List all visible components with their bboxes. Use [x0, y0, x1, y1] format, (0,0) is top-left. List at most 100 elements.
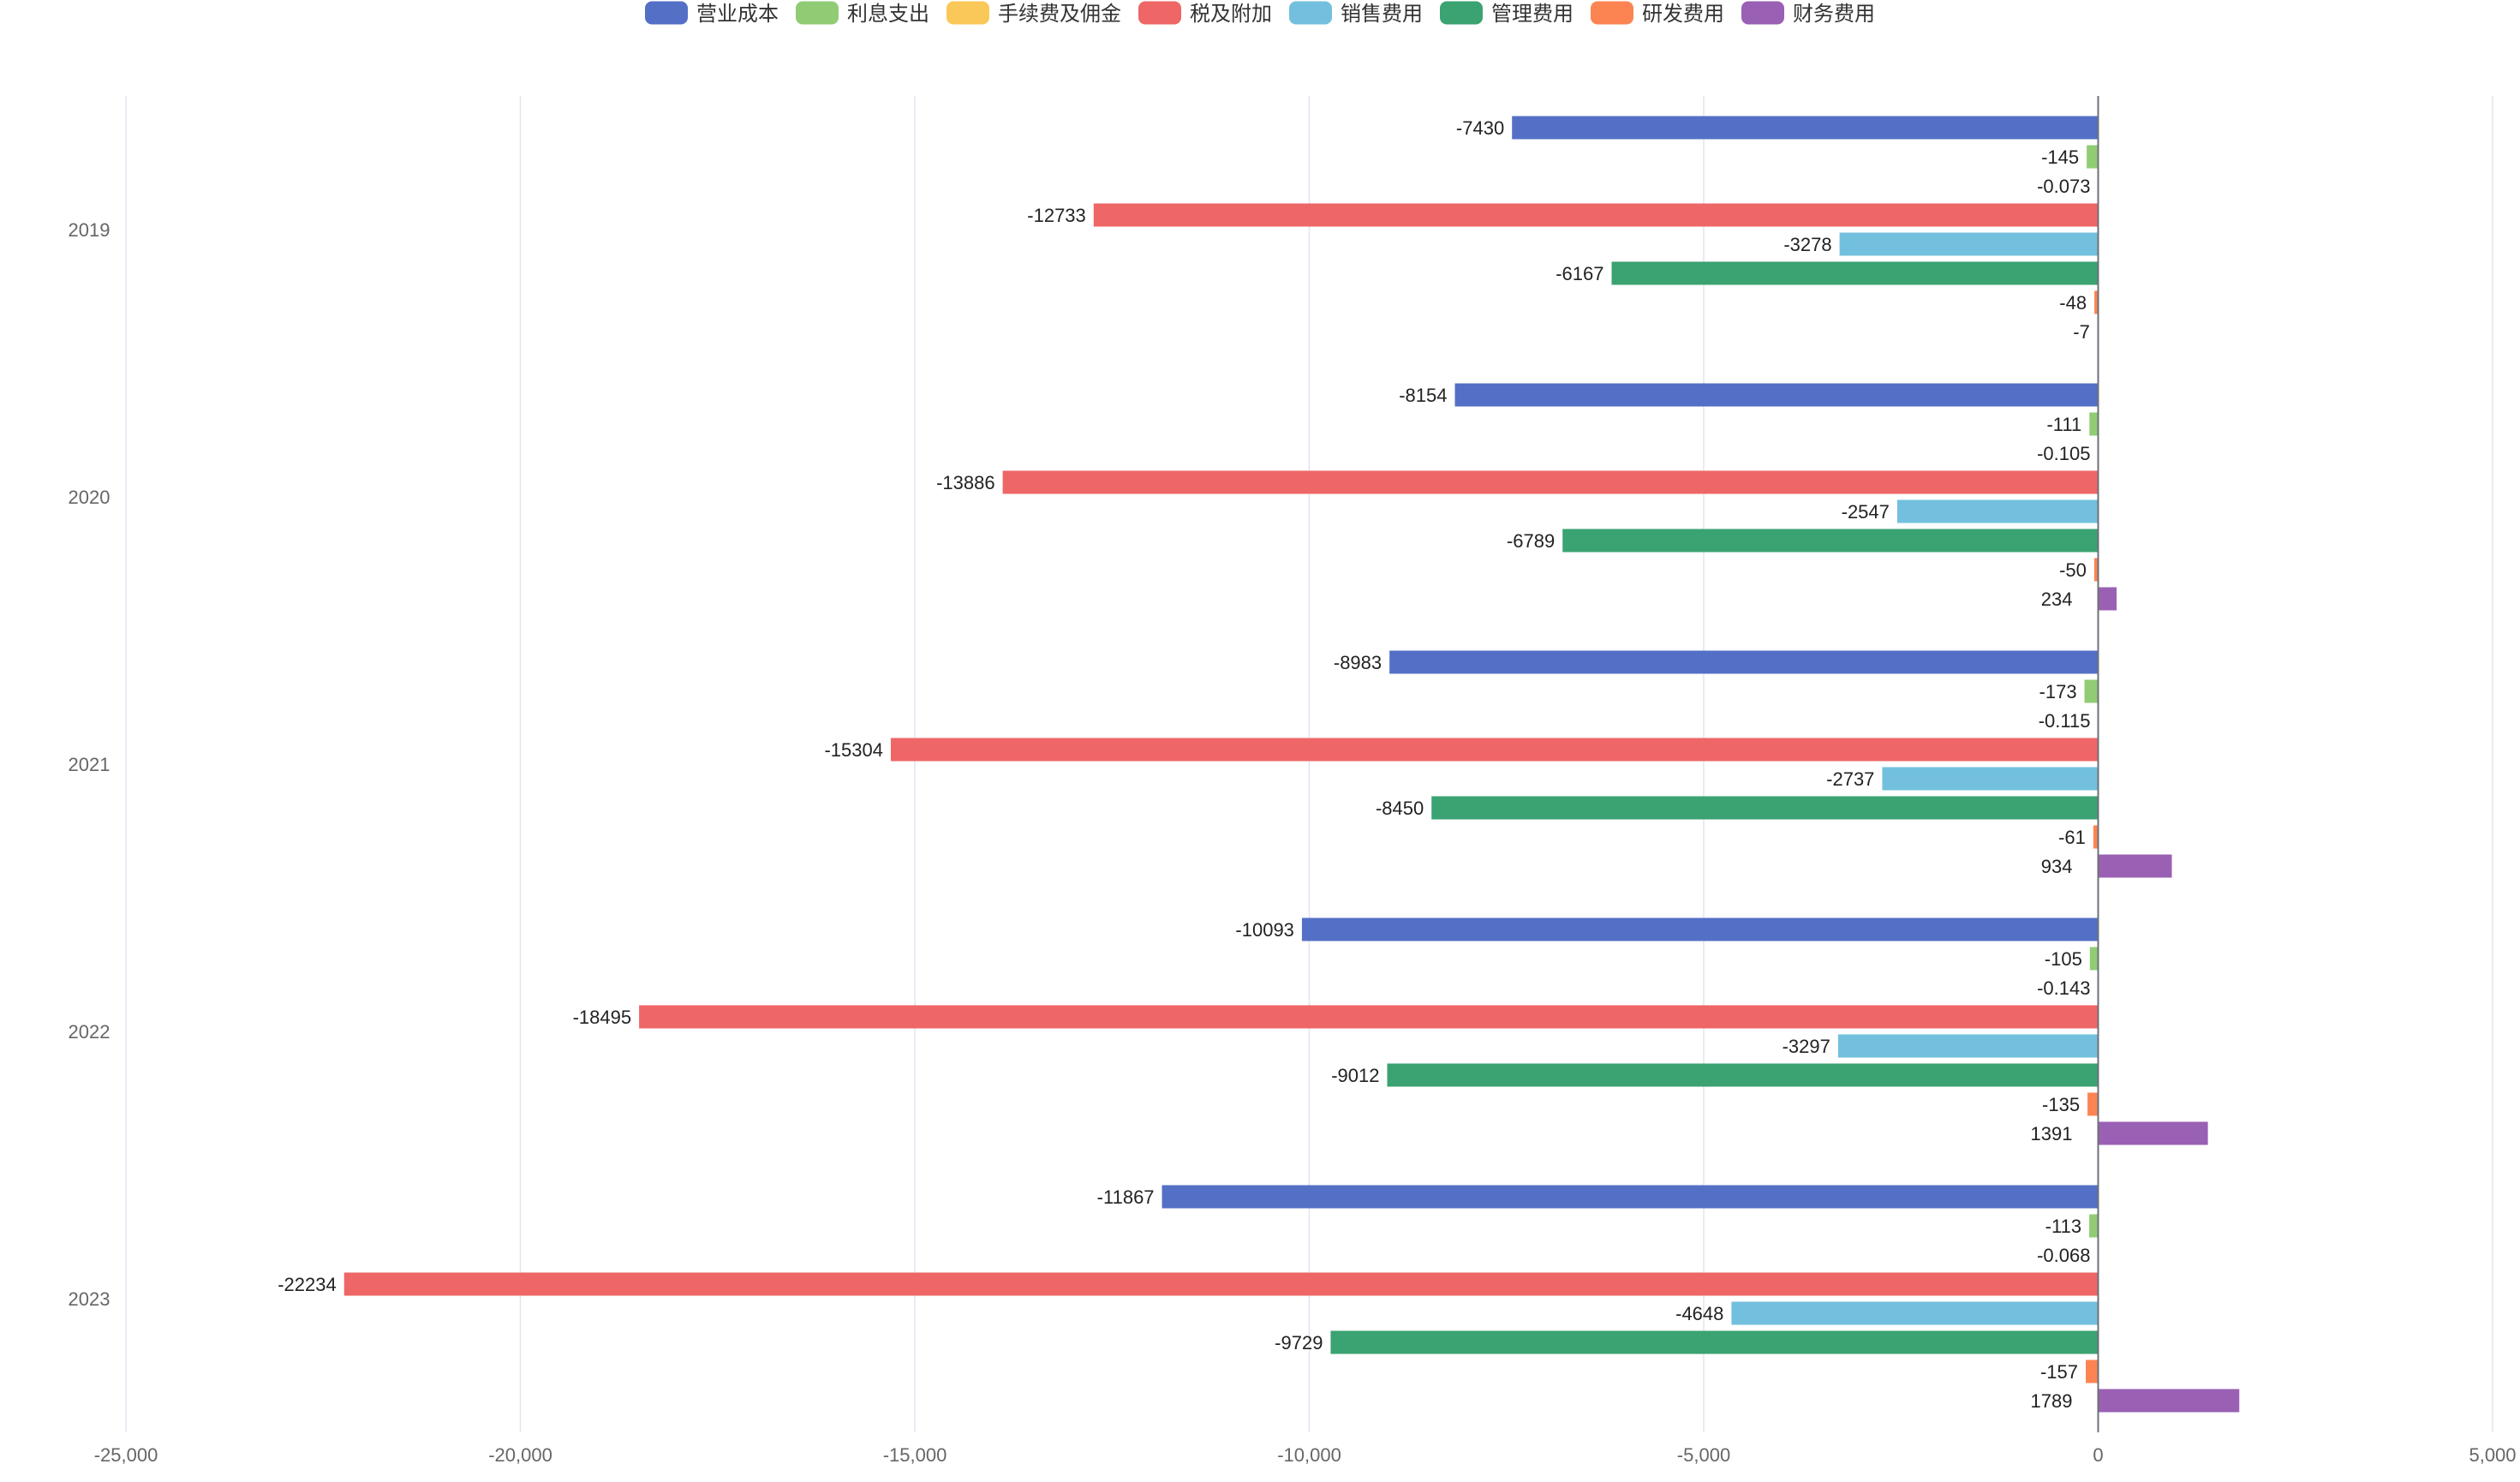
data-label: -9012	[1331, 1065, 1379, 1086]
legend-item[interactable]: 财务费用	[1741, 1, 1875, 27]
data-label: -0.073	[2037, 176, 2090, 197]
bar[interactable]	[2087, 145, 2099, 169]
bar[interactable]	[1330, 1330, 2099, 1354]
legend-swatch	[1289, 1, 1332, 25]
axes: -25,000 -20,000 -15,000 -10,000 -5,000 0 5,000…	[69, 96, 2517, 1466]
bars	[343, 116, 2240, 1413]
legend-item[interactable]: 手续费及佣金	[946, 1, 1121, 27]
bar[interactable]	[891, 738, 2099, 762]
data-label: -105	[2045, 948, 2082, 970]
legend-item[interactable]: 利息支出	[796, 1, 929, 27]
x-tick-label: -25,000	[94, 1444, 158, 1466]
bar[interactable]	[1882, 767, 2099, 791]
bar[interactable]	[1161, 1185, 2099, 1209]
data-label: -0.068	[2037, 1245, 2090, 1266]
data-label: -111	[2046, 414, 2081, 435]
grid-lines	[125, 96, 2493, 1432]
data-label: -145	[2041, 146, 2079, 168]
data-label: -12733	[1027, 205, 1086, 226]
data-label: -22234	[278, 1274, 337, 1295]
legend-item[interactable]: 研发费用	[1591, 1, 1724, 27]
bar[interactable]	[2098, 1389, 2240, 1413]
data-label: -2547	[1842, 501, 1890, 523]
x-tick-label: -10,000	[1277, 1444, 1341, 1466]
data-label: -15304	[824, 739, 883, 761]
legend-label: 税及附加	[1190, 2, 1272, 26]
data-label: -173	[2039, 681, 2077, 702]
data-label: -157	[2040, 1361, 2078, 1383]
data-label: 934	[2041, 856, 2073, 877]
data-label: -7	[2073, 321, 2090, 343]
bar[interactable]	[1389, 650, 2099, 674]
bar[interactable]	[2086, 1359, 2099, 1383]
legend[interactable]: 营业成本 利息支出 手续费及佣金 税及附加 销售费用 管理费用 研发费用 财务费用	[645, 1, 1875, 27]
bar[interactable]	[1387, 1063, 2099, 1087]
category-label: 2019	[69, 219, 110, 241]
bar[interactable]	[1611, 261, 2099, 285]
data-label: -7430	[1456, 117, 1504, 139]
legend-item[interactable]: 销售费用	[1289, 1, 1423, 27]
bar[interactable]	[1454, 383, 2099, 407]
legend-swatch	[1138, 1, 1181, 25]
bar[interactable]	[2094, 290, 2099, 314]
data-label: -0.105	[2037, 443, 2090, 464]
bar[interactable]	[1093, 203, 2099, 227]
legend-item[interactable]: 营业成本	[645, 1, 779, 27]
data-label: -8450	[1376, 798, 1424, 819]
data-label: -13886	[936, 472, 995, 493]
category-label: 2022	[69, 1021, 110, 1043]
legend-label: 管理费用	[1491, 2, 1574, 26]
data-label: -135	[2042, 1094, 2080, 1115]
data-label: -8983	[1334, 652, 1382, 673]
data-label: -50	[2059, 559, 2087, 581]
legend-swatch	[946, 1, 989, 25]
bar[interactable]	[2093, 825, 2099, 849]
bar[interactable]	[2089, 412, 2099, 436]
bar[interactable]	[2093, 558, 2099, 582]
legend-swatch	[645, 1, 688, 25]
bar[interactable]	[2089, 947, 2099, 971]
legend-label: 手续费及佣金	[998, 2, 1121, 26]
bar[interactable]	[2087, 1092, 2099, 1116]
bar[interactable]	[2084, 679, 2099, 703]
legend-swatch	[1440, 1, 1483, 25]
bar[interactable]	[1896, 499, 2099, 523]
legend-label: 利息支出	[847, 2, 929, 26]
bar[interactable]	[2098, 854, 2172, 878]
data-labels: -7430 -145 -0.073 -12733 -3278 -6167 -48 -7 -815…	[278, 117, 2090, 1412]
bar[interactable]	[1837, 1034, 2099, 1058]
bar[interactable]	[1512, 116, 2099, 140]
bar[interactable]	[1431, 796, 2099, 820]
data-label: -6789	[1507, 530, 1555, 552]
data-label: -10093	[1235, 919, 1294, 941]
bar[interactable]	[1562, 529, 2099, 553]
bar[interactable]	[639, 1005, 2099, 1029]
x-tick-label: -5,000	[1677, 1444, 1730, 1466]
bar[interactable]	[1301, 917, 2099, 941]
data-label: -3278	[1783, 234, 1831, 255]
x-tick-label: 5,000	[2469, 1444, 2516, 1466]
legend-item[interactable]: 税及附加	[1138, 1, 1272, 27]
bar[interactable]	[1002, 470, 2099, 494]
data-label: -61	[2058, 827, 2086, 848]
data-label: 234	[2041, 589, 2073, 610]
bar[interactable]	[343, 1272, 2099, 1296]
legend-swatch	[1591, 1, 1633, 25]
bar[interactable]	[1839, 232, 2099, 256]
data-label: -9729	[1275, 1332, 1323, 1354]
bar[interactable]	[1731, 1301, 2099, 1325]
bar[interactable]	[2089, 1214, 2099, 1238]
data-label: 1789	[2031, 1390, 2073, 1412]
data-label: -8154	[1399, 385, 1447, 406]
data-label: -2737	[1826, 768, 1874, 790]
category-label: 2020	[69, 487, 110, 508]
data-label: -113	[2045, 1216, 2081, 1237]
data-label: -0.143	[2037, 977, 2090, 999]
legend-swatch	[796, 1, 839, 25]
data-label: -18495	[573, 1007, 632, 1028]
data-label: -4648	[1675, 1303, 1723, 1324]
bar[interactable]	[2098, 587, 2117, 611]
data-label: -6167	[1556, 263, 1603, 284]
bar[interactable]	[2098, 1121, 2208, 1145]
legend-item[interactable]: 管理费用	[1440, 1, 1574, 27]
